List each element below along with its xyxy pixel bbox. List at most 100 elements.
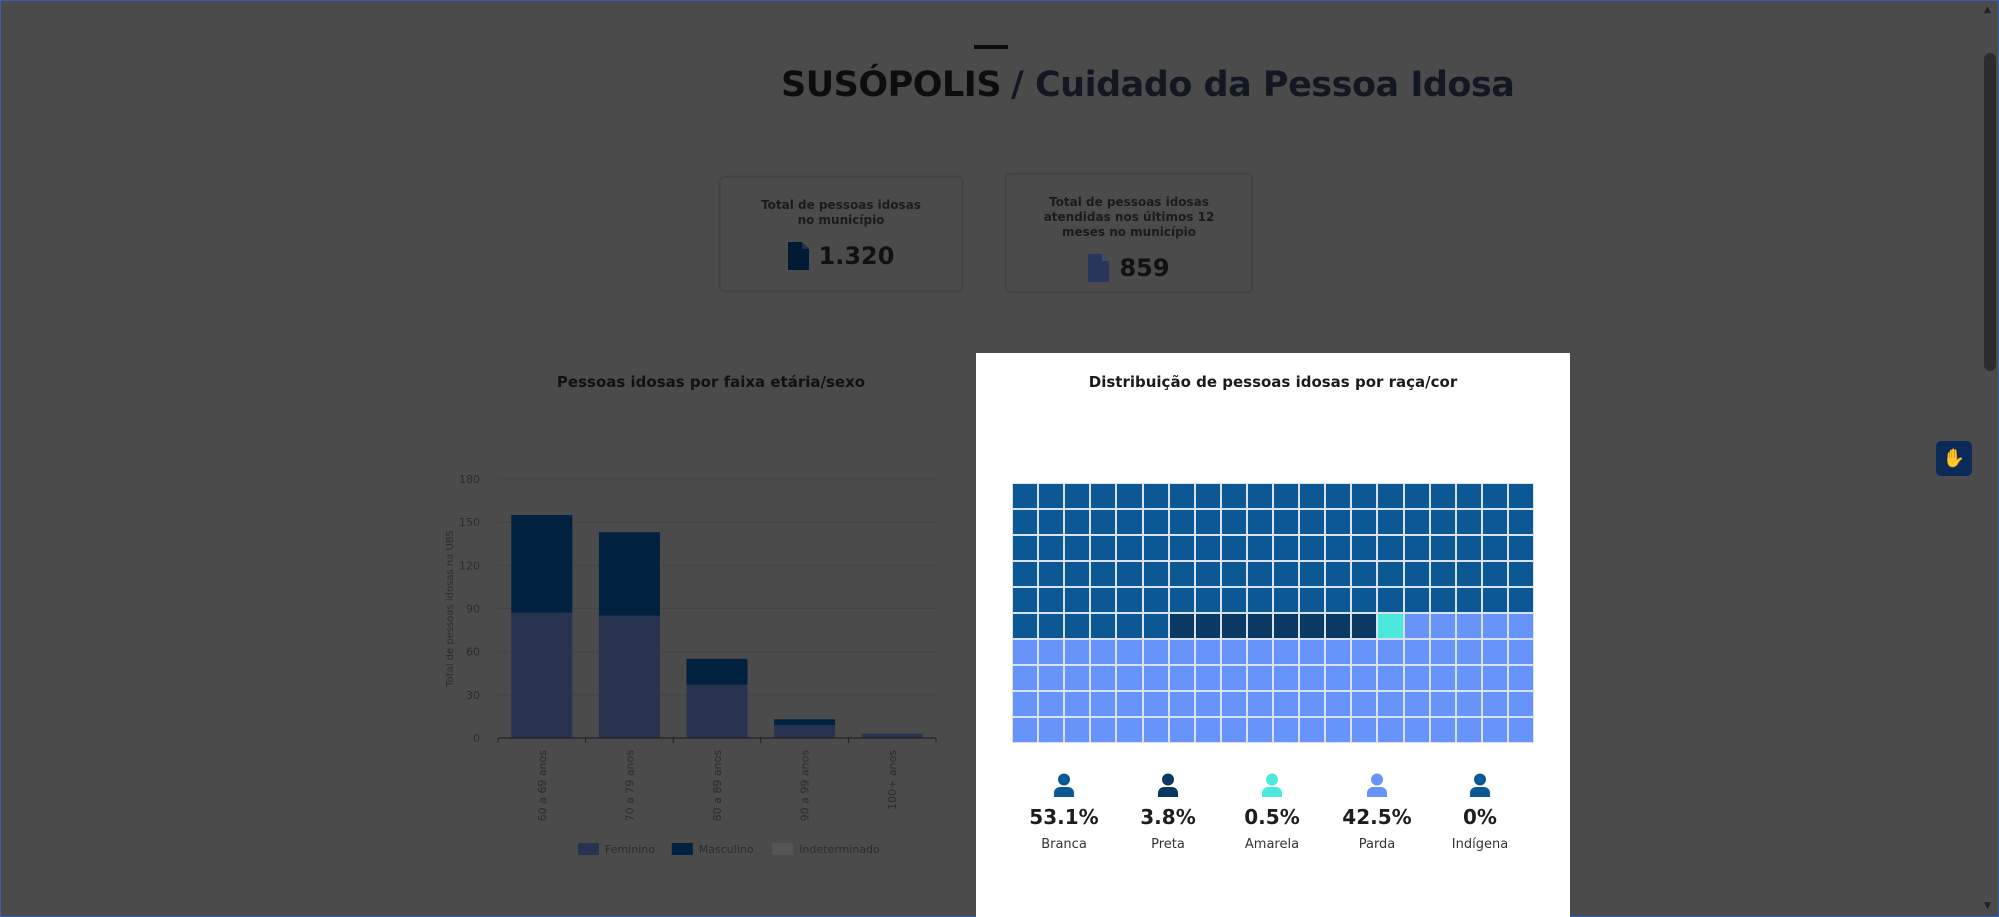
waffle-cell-parda [1013,692,1038,716]
race-legend-item: 53.1% Branca [1009,773,1119,852]
waffle-cell-branca [1456,536,1481,560]
sign-language-icon[interactable]: ✋ [1936,441,1972,476]
waffle-cell-branca [1326,510,1351,534]
waffle-cell-branca [1091,588,1116,612]
waffle-cell-parda [1326,718,1351,742]
waffle-cell-branca [1039,614,1064,638]
waffle-cell-parda [1378,666,1403,690]
race-name: Parda [1358,837,1396,852]
waffle-cell-branca [1247,588,1272,612]
waffle-cell-parda [1482,666,1507,690]
waffle-cell-branca [1352,562,1377,586]
waffle-cell-parda [1013,718,1038,742]
race-legend-item: 42.5% Parda [1322,773,1432,852]
race-percent: 0.5% [1244,805,1300,829]
waffle-cell-branca [1013,536,1038,560]
waffle-cell-branca [1326,536,1351,560]
waffle-cell-parda [1143,692,1168,716]
waffle-cell-preta [1300,614,1325,638]
waffle-cell-branca [1091,614,1116,638]
waffle-cell-parda [1456,614,1481,638]
waffle-cell-branca [1352,510,1377,534]
waffle-cell-parda [1065,640,1090,664]
waffle-cell-parda [1143,718,1168,742]
waffle-cell-branca [1091,536,1116,560]
bar-feminino [861,733,923,738]
waffle-cell-parda [1378,718,1403,742]
race-legend-item: 3.8% Preta [1113,773,1223,852]
waffle-cell-branca [1430,588,1455,612]
legend-swatch [772,843,794,855]
waffle-cell-parda [1430,666,1455,690]
waffle-cell-parda [1169,692,1194,716]
legend-label-feminino: Feminino [605,843,655,856]
waffle-cell-parda [1508,692,1533,716]
x-tick-label: 100+ anos [886,750,899,810]
waffle-cell-branca [1195,536,1220,560]
waffle-cell-parda [1143,640,1168,664]
waffle-cell-branca [1430,562,1455,586]
waffle-cell-branca [1456,588,1481,612]
scroll-up-arrow[interactable]: ▲ [1984,5,1991,15]
waffle-cell-preta [1221,614,1246,638]
waffle-cell-parda [1221,640,1246,664]
waffle-cell-branca [1378,536,1403,560]
waffle-cell-branca [1169,588,1194,612]
race-name: Preta [1151,837,1185,852]
y-tick-label: 30 [466,689,480,702]
waffle-cell-branca [1143,614,1168,638]
waffle-cell-parda [1065,718,1090,742]
waffle-cell-branca [1065,536,1090,560]
race-name: Branca [1041,837,1087,852]
race-chart-title: Distribuição de pessoas idosas por raça/… [1088,373,1458,391]
waffle-cell-branca [1039,536,1064,560]
waffle-cell-branca [1169,562,1194,586]
waffle-cell-parda [1065,666,1090,690]
waffle-cell-branca [1143,510,1168,534]
waffle-cell-branca [1508,484,1533,508]
card-label: Total de pessoas idosas no município [761,198,921,227]
age-sex-bar-chart: 0 30 60 90 120 150 180 Total de pessoas idosas … [445,473,937,856]
bar-feminino [511,612,573,738]
waffle-cell-parda [1404,666,1429,690]
card-value: 1.320 [818,242,895,270]
waffle-cell-parda [1508,718,1533,742]
waffle-cell-parda [1013,666,1038,690]
waffle-cell-branca [1091,484,1116,508]
waffle-cell-branca [1013,484,1038,508]
race-name: Amarela [1244,837,1300,852]
race-percent: 42.5% [1342,805,1412,829]
bar-feminino [598,615,660,738]
race-percent: 0% [1463,805,1497,829]
waffle-cell-parda [1508,614,1533,638]
waffle-cell-branca [1143,536,1168,560]
waffle-cell-parda [1039,666,1064,690]
scrollbar-thumb[interactable] [1984,53,1996,371]
waffle-cell-branca [1117,510,1142,534]
x-tick-label: 60 a 69 anos [536,750,549,822]
total-elderly-card: Total de pessoas idosas no município 1.3… [720,177,962,291]
waffle-cell-branca [1326,562,1351,586]
waffle-cell-parda [1378,640,1403,664]
waffle-cell-branca [1065,484,1090,508]
waffle-cell-branca [1117,562,1142,586]
waffle-cell-branca [1039,510,1064,534]
waffle-cell-parda [1221,718,1246,742]
bar-feminino [774,725,836,738]
waffle-cell-parda [1065,692,1090,716]
waffle-cell-parda [1404,692,1429,716]
waffle-cell-parda [1352,666,1377,690]
waffle-cell-parda [1091,666,1116,690]
scroll-down-arrow[interactable]: ▼ [1984,901,1991,911]
x-tick-label: 90 a 99 anos [799,750,812,822]
city-name: SUSÓPOLIS [781,65,1002,105]
bar-masculino [686,658,748,685]
page-title: SUSÓPOLIS / Cuidado da Pessoa Idosa [781,65,1515,105]
waffle-cell-parda [1378,692,1403,716]
y-tick-label: 150 [459,516,480,529]
legend-swatch [671,843,693,855]
waffle-cell-branca [1300,562,1325,586]
waffle-cell-parda [1039,640,1064,664]
waffle-cell-branca [1117,588,1142,612]
waffle-cell-parda [1352,718,1377,742]
